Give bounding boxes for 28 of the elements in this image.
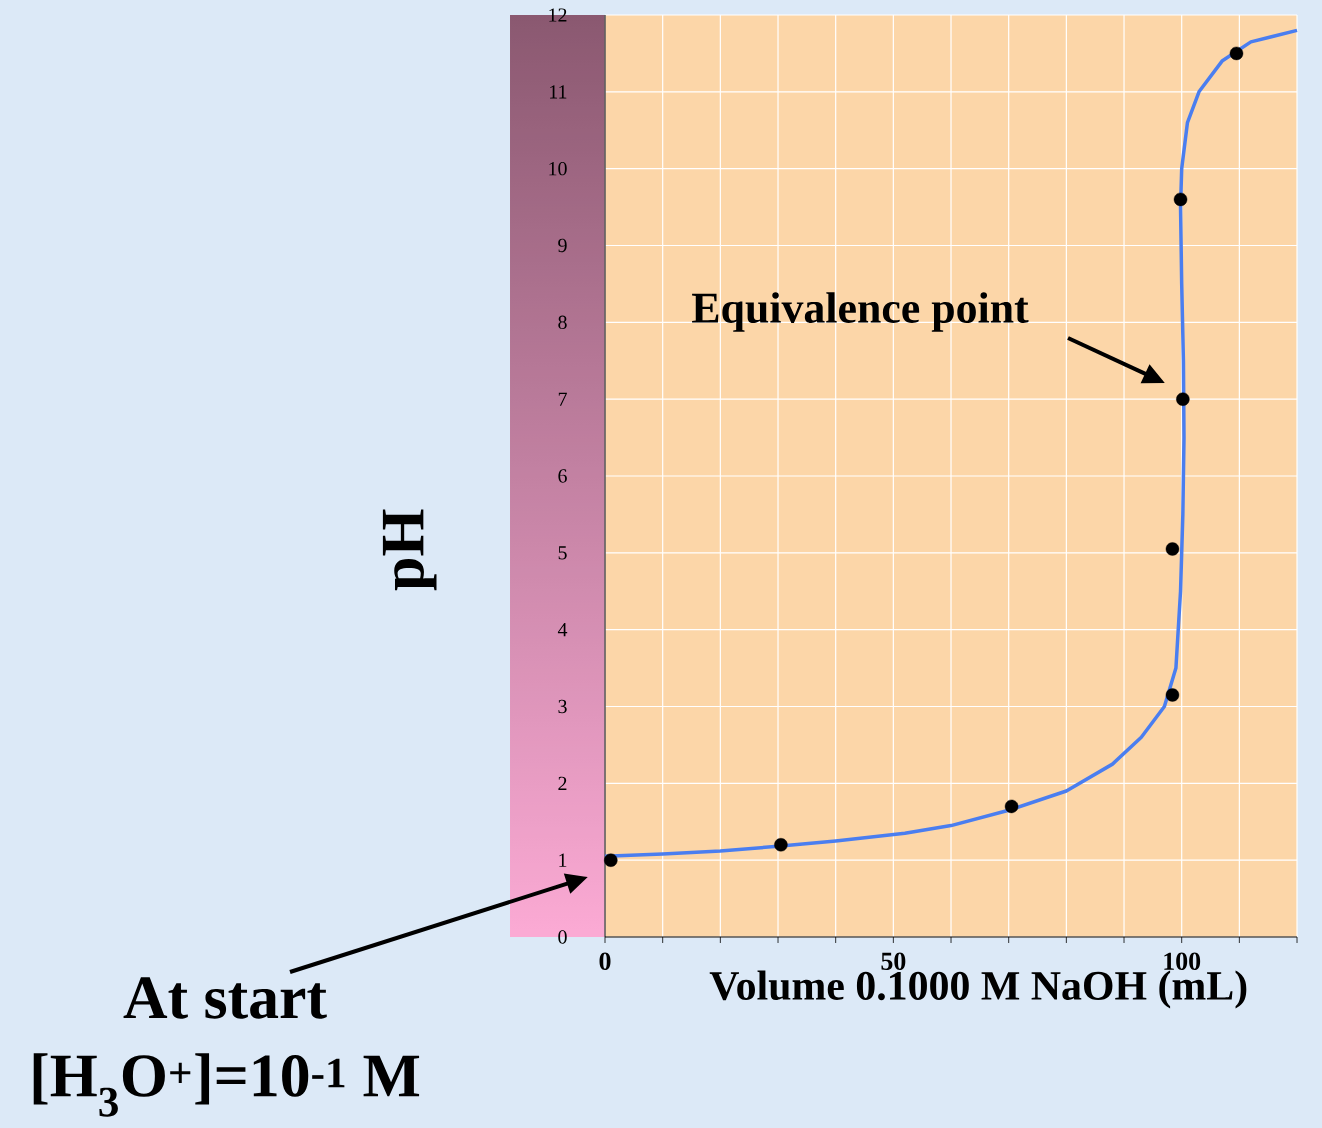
point bbox=[1173, 192, 1188, 207]
y-tick-label: 4 bbox=[557, 623, 568, 637]
y-tick-label: 2 bbox=[558, 776, 567, 790]
y-axis-title: pH bbox=[382, 509, 437, 591]
y-tick-label: 6 bbox=[558, 469, 567, 483]
y-tick-label: 7 bbox=[558, 392, 567, 406]
x-tick-label: 50 bbox=[881, 952, 906, 970]
point bbox=[604, 853, 618, 867]
y-tick-label: 3 bbox=[558, 699, 567, 714]
point bbox=[1165, 542, 1180, 556]
text: [H$_{3}$O$^{+}$]=10$^{-1}$ M bbox=[33, 1053, 420, 1117]
text: At start bbox=[123, 977, 327, 1019]
point bbox=[1165, 688, 1180, 702]
y-tick-label: 8 bbox=[558, 315, 567, 330]
x-axis-title: Volume 0.1000 M NaOH (mL) bbox=[709, 970, 1247, 1009]
annotation: Equivalence point bbox=[692, 292, 1029, 332]
y-tick-label: 10 bbox=[549, 161, 567, 176]
point bbox=[1176, 392, 1190, 406]
x-tick-label: 100 bbox=[1164, 952, 1201, 970]
x-tick-label: 0 bbox=[599, 952, 611, 970]
y-tick-label: 5 bbox=[558, 546, 567, 560]
point bbox=[1229, 46, 1244, 61]
y-tick-label: 11 bbox=[550, 85, 567, 99]
point bbox=[774, 838, 788, 852]
y-tick-label: 9 bbox=[558, 238, 567, 253]
y-tick-label: 0 bbox=[558, 930, 567, 944]
point bbox=[1004, 799, 1019, 814]
y-tick-label: 1 bbox=[559, 853, 567, 867]
